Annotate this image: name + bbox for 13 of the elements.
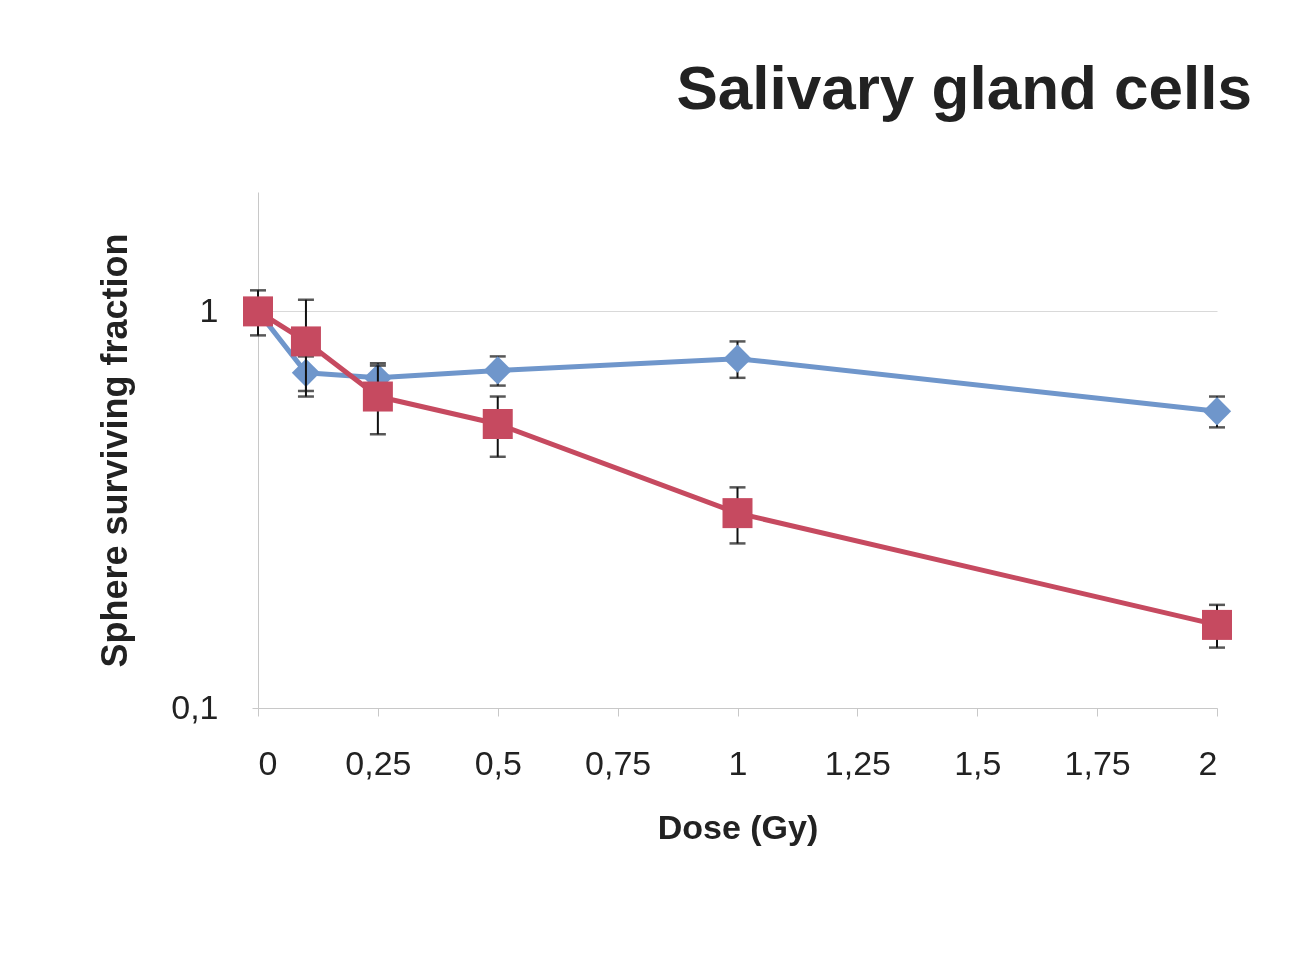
x-tick-label: 1 [728,743,748,782]
x-tick-label: 0 [258,743,278,782]
x-tick-label: 0,5 [474,743,522,782]
x-tick-label: 1,25 [824,743,891,782]
chart-title: Salivary gland cells [676,53,1252,122]
x-tick-label: 1,75 [1064,743,1131,782]
y-axis-title: Sphere surviving fraction [94,233,136,668]
x-tick-label: 0,25 [345,743,412,782]
y-tick-label: 0,1 [171,687,219,726]
x-tick-label: 2 [1198,743,1218,782]
x-tick-label: 1,5 [954,743,1002,782]
x-axis-title: Dose (Gy) [657,807,819,846]
x-tick-label: 0,75 [585,743,652,782]
